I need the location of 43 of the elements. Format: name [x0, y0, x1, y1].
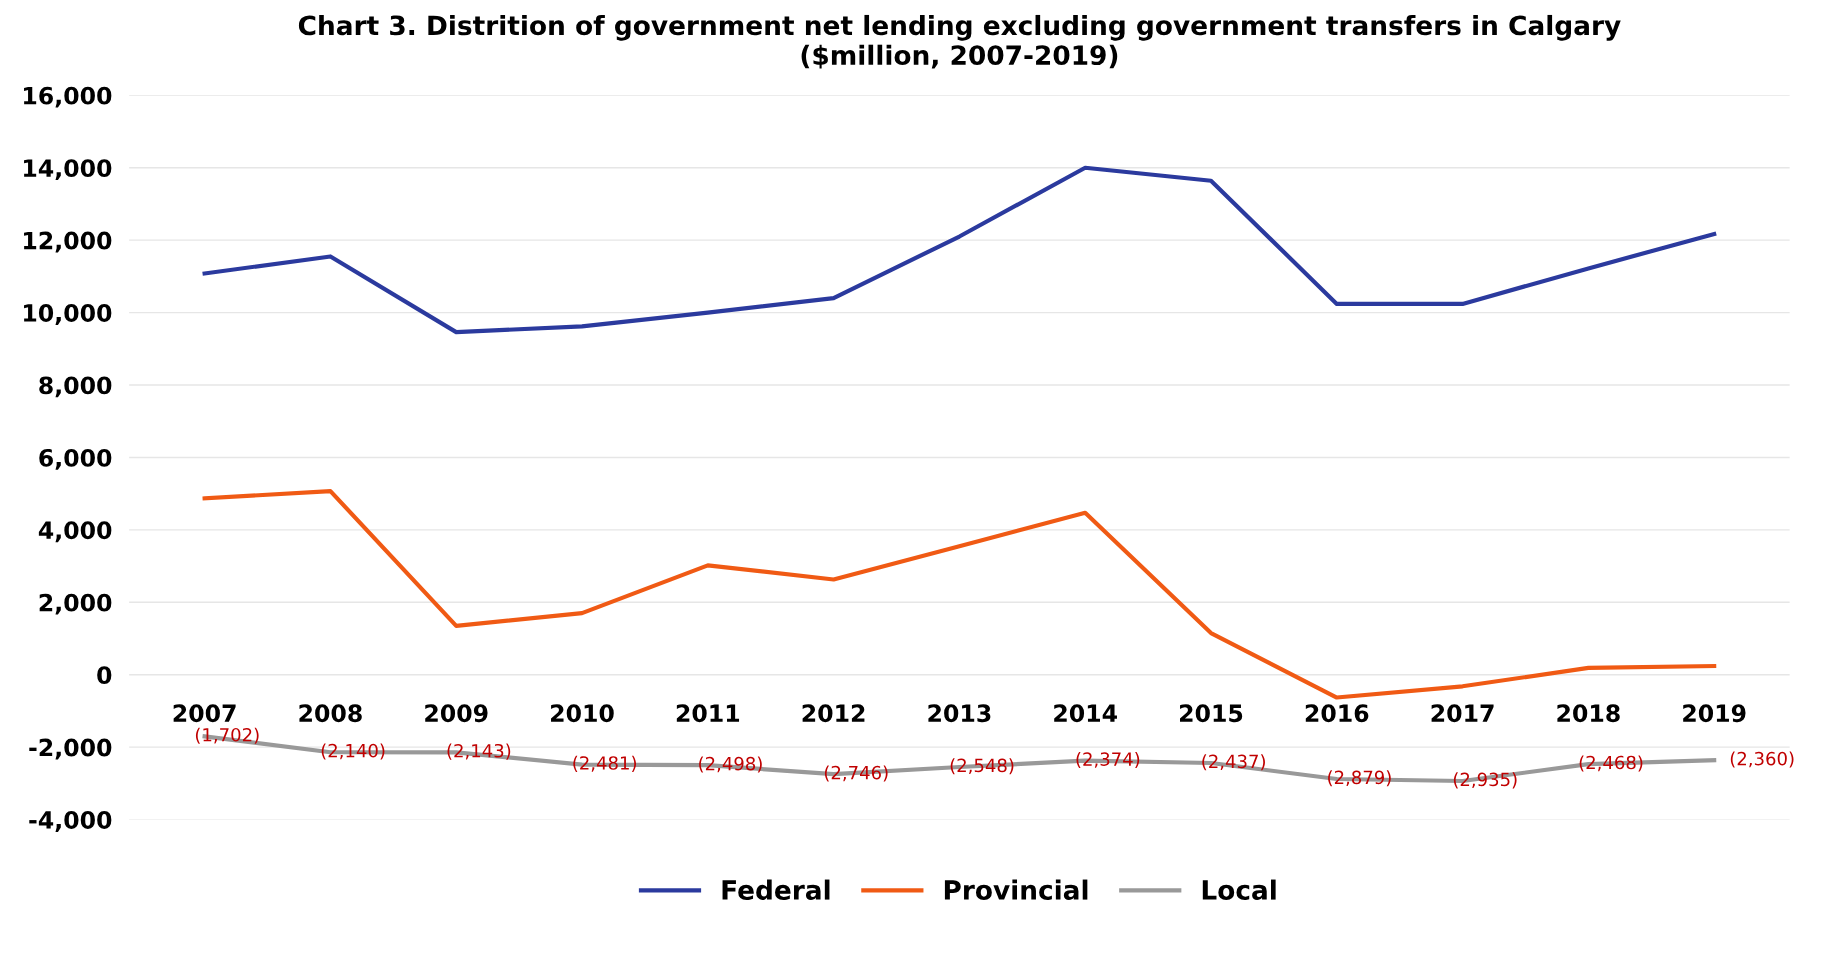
y-tick-label: 8,000: [39, 376, 112, 398]
data-label: (2,360): [1730, 751, 1794, 768]
x-tick-label: 2017: [1431, 704, 1494, 723]
x-tick-label: 2009: [425, 704, 488, 723]
y-tick-label: 14,000: [24, 159, 112, 181]
legend-label: Provincial: [944, 879, 1088, 900]
legend-label: Local: [1202, 879, 1276, 900]
y-tick-label: 0: [97, 666, 112, 685]
y-tick-label: 4,000: [38, 521, 112, 543]
data-label: (2,935): [1453, 772, 1517, 789]
line-series: [202, 165, 1717, 335]
data-label: (2,143): [447, 743, 511, 760]
x-tick-label: 2013: [928, 704, 991, 723]
data-label: (2,374): [1076, 751, 1140, 769]
chart-title: Chart 3. Distrition of government net lending excluding government transfers in Calgary ($million, 2007-2019): [298, 14, 1621, 69]
x-tick-label: 2007: [173, 704, 236, 723]
y-tick-label: -2,000: [29, 738, 112, 760]
data-label: (2,437): [1202, 754, 1265, 771]
x-tick-label: 2014: [1054, 704, 1117, 723]
x-tick-label: 2016: [1305, 704, 1369, 723]
data-label: (1,702): [195, 727, 259, 744]
y-tick-label: 16,000: [24, 86, 112, 108]
data-label: (2,548): [950, 758, 1014, 775]
data-label: (2,481): [573, 755, 636, 772]
data-label: (2,468): [1579, 755, 1643, 772]
x-tick-label: 2015: [1180, 704, 1243, 723]
y-tick-label: 10,000: [24, 304, 112, 325]
x-tick-label: 2019: [1683, 704, 1746, 723]
line-series: [202, 489, 1717, 700]
x-tick-label: 2011: [676, 704, 740, 723]
data-label: (2,498): [699, 756, 762, 773]
y-tick-label: 6,000: [39, 448, 112, 470]
data-label: (2,140): [321, 743, 385, 760]
y-tick-label: -4,000: [29, 811, 112, 832]
legend-label: Federal: [722, 879, 830, 900]
x-tick-label: 2010: [551, 704, 614, 723]
x-tick-label: 2018: [1557, 704, 1620, 723]
x-tick-label: 2012: [802, 704, 865, 723]
y-tick-label: 12,000: [24, 231, 112, 253]
y-tick-label: 2,000: [39, 593, 112, 615]
data-label: (2,879): [1328, 770, 1391, 787]
data-label: (2,746): [824, 765, 888, 782]
x-tick-label: 2008: [299, 704, 362, 723]
